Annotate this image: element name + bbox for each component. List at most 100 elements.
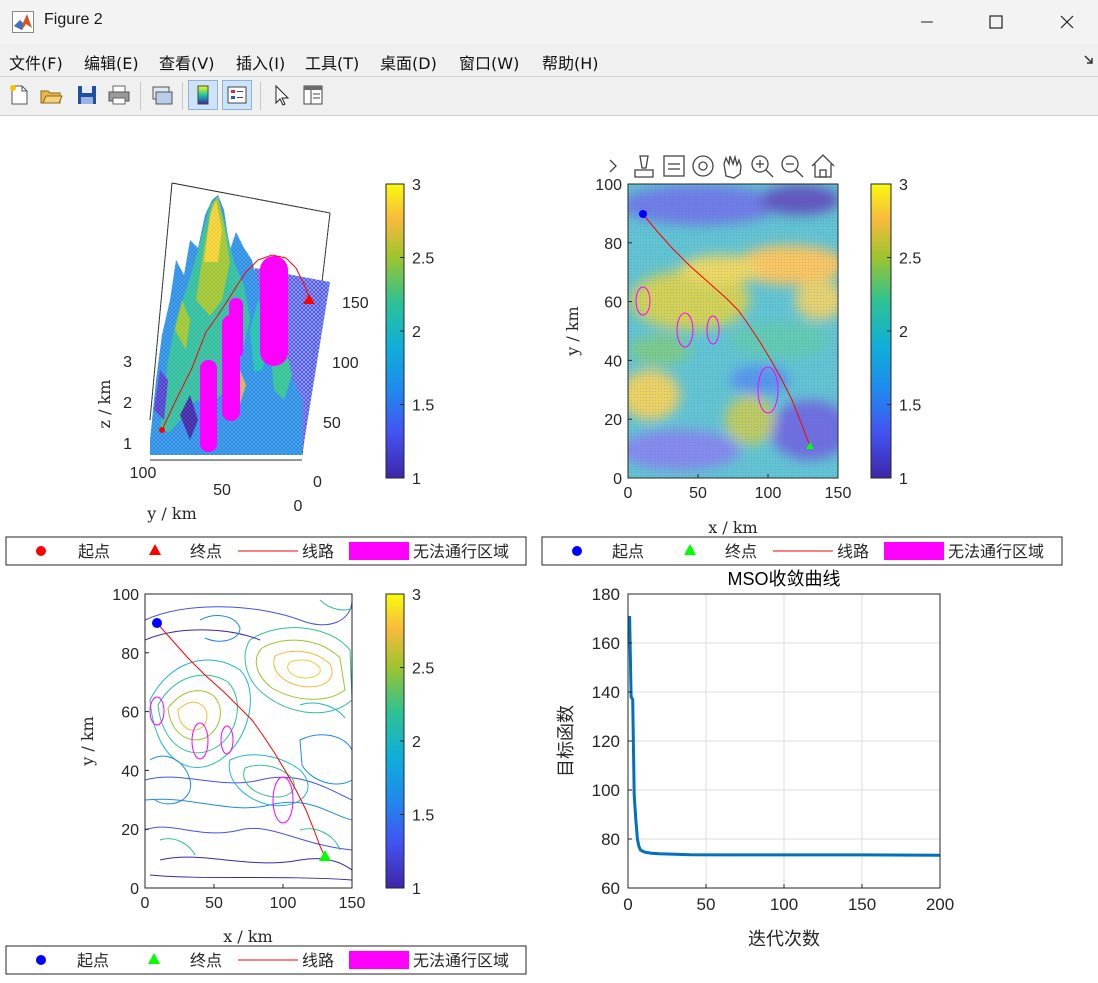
matlab-icon: [12, 11, 34, 33]
menu-file[interactable]: 文件(F): [9, 54, 63, 73]
colorbar-1: 1 1.5 2 2.5 3: [385, 177, 434, 488]
convergence-series-line: [628, 615, 941, 857]
menu-view[interactable]: 查看(V): [159, 54, 215, 73]
chart-title: MSO收敛曲线: [727, 569, 840, 589]
axes-toolbar: [609, 154, 835, 179]
x-tick-label: 0: [624, 485, 633, 502]
toolbar-separator: [182, 82, 183, 110]
route-3d-line: [161, 254, 311, 431]
figure-canvas: 3 2 1 z / km 100 50 0 y / km 0 50 100 15…: [0, 116, 1098, 979]
end-point-contour-marker: [319, 850, 331, 861]
open-folder-icon: [40, 90, 63, 104]
zoom-out-icon[interactable]: [781, 155, 804, 178]
z-tick: 2: [123, 395, 132, 412]
colorbar-tick-label: 3: [899, 177, 908, 194]
x-tick-label: 0: [141, 895, 150, 912]
legend-blocked-label: 无法通行区域: [413, 951, 509, 970]
link-plot-icon: [152, 86, 173, 105]
rotate-icon[interactable]: [692, 155, 714, 177]
menu-help[interactable]: 帮助(H): [542, 54, 599, 73]
y-axis-label: y / km: [78, 716, 97, 766]
x-tick-label: 0: [623, 895, 632, 914]
legend-start-label: 起点: [78, 542, 110, 561]
toolbar-separator: [140, 82, 141, 110]
property-inspector-button[interactable]: [298, 80, 328, 110]
route-2d-line: [641, 212, 811, 447]
route-contour-line: [156, 622, 326, 858]
x-tick-label: 150: [825, 485, 852, 502]
x-tick-label: 100: [755, 485, 782, 502]
print-button[interactable]: [104, 80, 134, 110]
y-tick-label: 40: [604, 353, 622, 370]
x-tick: 100: [332, 355, 359, 372]
save-button[interactable]: [72, 80, 102, 110]
new-figure-button[interactable]: [4, 80, 34, 110]
colorbar-tick-label: 2: [412, 324, 421, 341]
pan-icon[interactable]: [723, 154, 742, 179]
legend-blocked-label: 无法通行区域: [413, 542, 509, 561]
y-tick-label: 100: [112, 587, 139, 604]
legend-route-label: 线路: [302, 951, 334, 970]
x-tick-label: 100: [270, 895, 297, 912]
start-point-contour-marker: [152, 618, 162, 628]
colorbar-tick-label: 1: [899, 471, 908, 488]
chevron-icon[interactable]: [609, 159, 617, 173]
colorbar-tick-label: 2: [412, 734, 421, 751]
colorbar-3: 1 1.5 2 2.5 3: [385, 587, 434, 898]
legend-end-marker: [149, 544, 161, 555]
open-file-button[interactable]: [36, 80, 66, 110]
zoom-in-icon[interactable]: [751, 155, 774, 178]
legend-2: 起点 终点 线路 无法通行区域: [541, 536, 1063, 566]
y-tick-label: 120: [592, 732, 620, 751]
home-icon[interactable]: [811, 154, 835, 178]
dock-arrow-icon[interactable]: [1083, 54, 1095, 66]
y-tick: 100: [130, 465, 157, 482]
y-tick-label: 160: [592, 634, 620, 653]
menu-tools[interactable]: 工具(T): [305, 54, 360, 73]
y-tick-label: 40: [121, 763, 139, 780]
colorbar-tick-label: 3: [412, 587, 421, 604]
end-point-3d-marker: [303, 294, 315, 304]
z-axis-label: z / km: [95, 380, 114, 429]
y-axis-label: y / km: [563, 306, 582, 356]
colorbar-tick-label: 2.5: [899, 251, 921, 268]
legend-end-label: 终点: [190, 542, 222, 561]
legend-blocked-label: 无法通行区域: [948, 542, 1044, 561]
brush-icon[interactable]: [634, 155, 654, 178]
menu-window[interactable]: 窗口(W): [459, 54, 520, 73]
maximize-icon: [989, 15, 1003, 29]
y-axis-label: y / km: [146, 504, 196, 523]
x-tick: 150: [342, 295, 369, 312]
print-icon: [108, 85, 130, 105]
new-file-icon: [10, 85, 28, 105]
link-plot-button[interactable]: [146, 80, 176, 110]
save-icon: [78, 86, 96, 104]
menu-insert[interactable]: 插入(I): [236, 54, 286, 73]
legend-end-label: 终点: [725, 542, 757, 561]
legend-button[interactable]: [222, 80, 252, 110]
legend-start-marker: [36, 955, 46, 965]
legend-1: 起点 终点 线路 无法通行区域: [5, 536, 527, 566]
y-tick-label: 20: [604, 412, 622, 429]
data-tips-icon[interactable]: [663, 155, 685, 177]
colorbar-icon: [197, 85, 209, 105]
close-button[interactable]: [1044, 0, 1090, 44]
obstacle-outlines: [635, 286, 779, 414]
y-tick-label: 100: [592, 781, 620, 800]
y-axis-label: 目标函数: [556, 705, 577, 777]
x-axis-label: x / km: [708, 518, 757, 537]
cursor-arrow-icon: [275, 84, 290, 106]
minimize-button[interactable]: [904, 0, 950, 44]
colorbar-button[interactable]: [188, 80, 218, 110]
maximize-button[interactable]: [973, 0, 1019, 44]
y-tick-label: 80: [601, 830, 620, 849]
obstacle-outlines: [149, 696, 294, 824]
figure-toolbar: [0, 77, 1098, 116]
menu-edit[interactable]: 编辑(E): [84, 54, 139, 73]
close-icon: [1060, 15, 1074, 29]
legend-route-label: 线路: [302, 542, 334, 561]
colorbar-tick-label: 3: [412, 177, 421, 194]
menu-desktop[interactable]: 桌面(D): [380, 54, 437, 73]
edit-plot-button[interactable]: [266, 80, 296, 110]
